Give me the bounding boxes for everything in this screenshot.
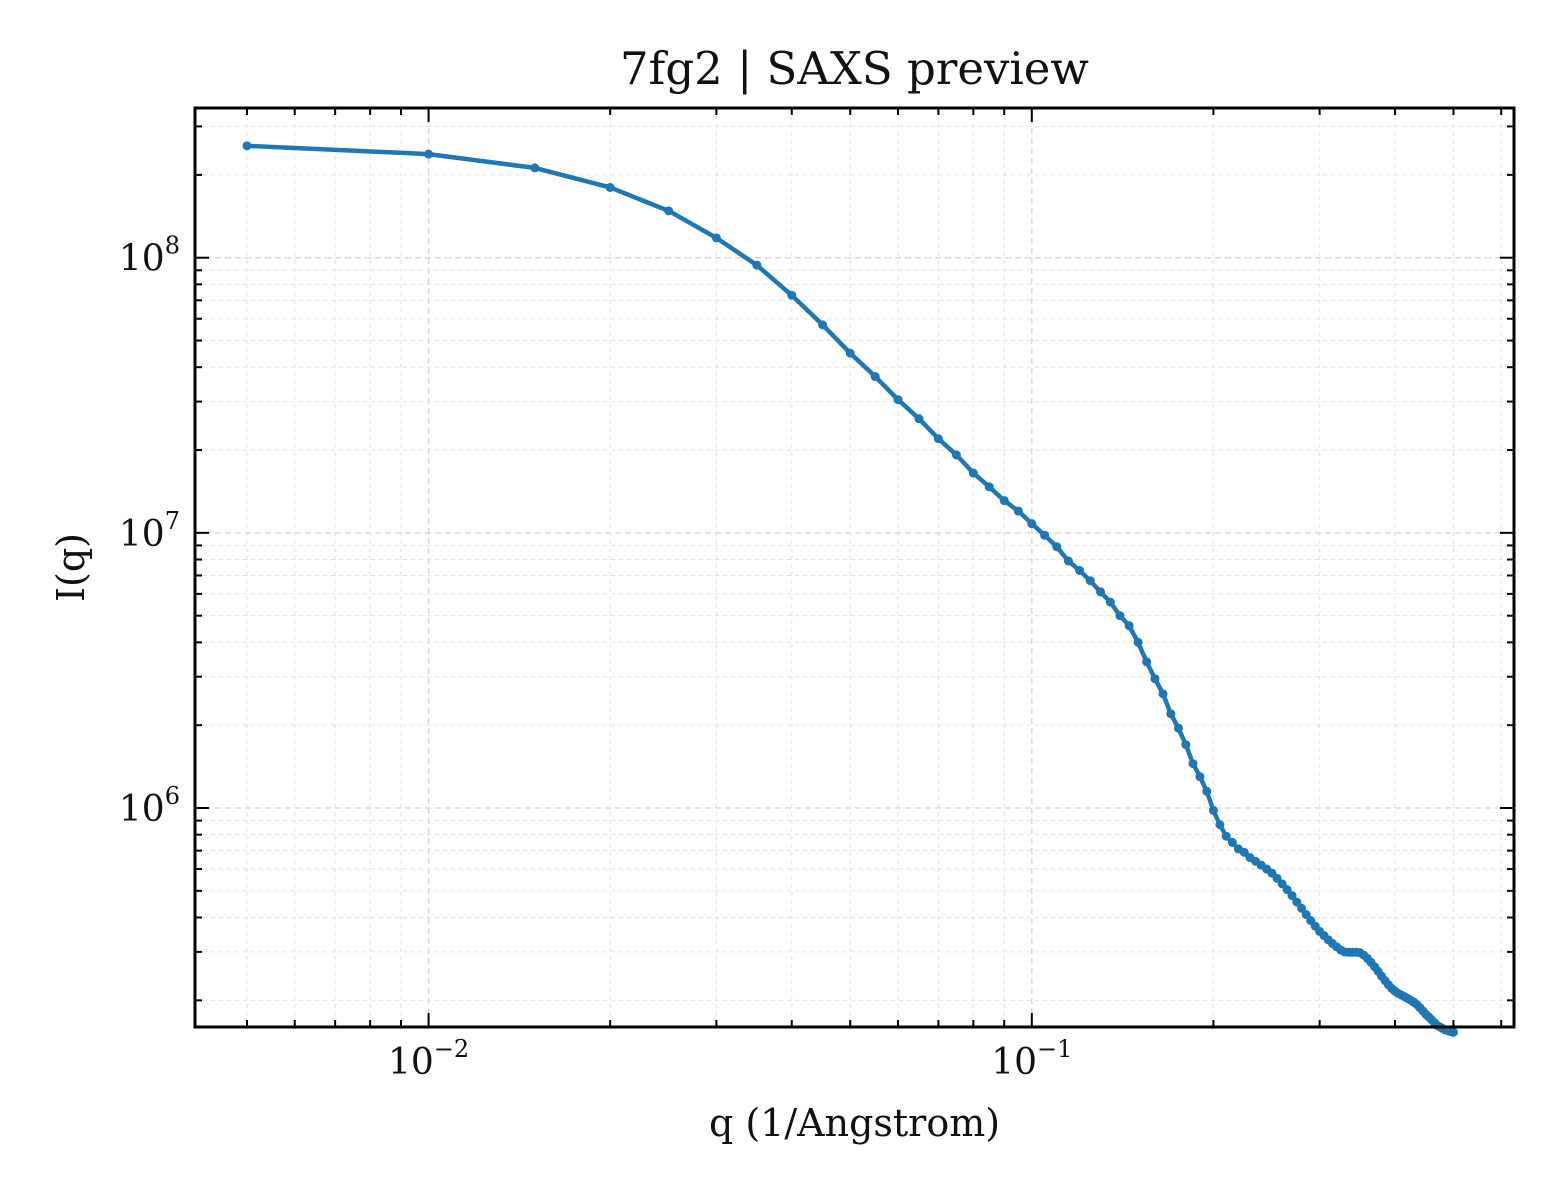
data-point [752, 260, 762, 270]
grid-layer [195, 108, 1514, 1027]
data-point [1105, 597, 1115, 607]
data-point [1075, 565, 1085, 575]
data-point [951, 450, 961, 460]
data-point [530, 163, 540, 173]
data-point [870, 372, 880, 382]
data-point [1173, 723, 1183, 733]
data-point [1085, 576, 1095, 586]
data-point [1052, 542, 1062, 552]
data-point [1448, 1027, 1458, 1037]
data-point [711, 233, 721, 243]
data-point [1115, 611, 1125, 621]
data-point [1158, 689, 1168, 699]
data-point [1202, 786, 1212, 796]
x-tick-label-exponent: −1 [1037, 1035, 1072, 1063]
data-point [1195, 772, 1205, 782]
data-point [1282, 885, 1292, 895]
x-tick-label-base: 10 [388, 1042, 434, 1083]
y-tick-label-exponent: 6 [165, 782, 180, 810]
data-point [1208, 805, 1218, 815]
y-tick-label-base: 10 [119, 239, 165, 280]
y-tick-label: 108 [119, 232, 180, 280]
x-tick-label: 10−1 [991, 1035, 1072, 1083]
data-point [1040, 530, 1050, 540]
data-point [1124, 621, 1134, 631]
x-tick-label: 10−2 [388, 1035, 469, 1083]
data-point [1221, 831, 1231, 841]
data-point [933, 434, 943, 444]
data-point [605, 182, 615, 192]
data-point [1133, 637, 1143, 647]
y-axis-label: I(q) [49, 533, 93, 602]
data-point [1292, 897, 1302, 907]
y-tick-label-exponent: 7 [165, 507, 180, 535]
data-point [1013, 506, 1023, 516]
y-tick-label-exponent: 8 [165, 232, 180, 260]
data-point [984, 482, 994, 492]
data-point [1096, 587, 1106, 597]
data-point [1181, 740, 1191, 750]
series-layer [242, 141, 1458, 1037]
data-point [968, 468, 978, 478]
x-axis-label: q (1/Angstrom) [709, 1101, 1000, 1145]
data-point [1063, 556, 1073, 566]
data-point [787, 290, 797, 300]
data-point [1215, 820, 1225, 830]
y-tick-label-base: 10 [119, 514, 165, 555]
data-point [914, 414, 924, 424]
x-tick-label-base: 10 [991, 1042, 1037, 1083]
data-point [1027, 519, 1037, 529]
data-point [242, 141, 252, 151]
data-point [1287, 891, 1297, 901]
x-tick-label-exponent: −2 [434, 1035, 469, 1063]
data-point [424, 149, 434, 159]
y-tick-label: 106 [119, 782, 180, 830]
data-point [893, 395, 903, 405]
data-point [1297, 903, 1307, 913]
data-point [1166, 709, 1176, 719]
plot-frame [193, 106, 1516, 1029]
data-point [999, 496, 1009, 506]
data-point [845, 348, 855, 358]
y-tick-label-base: 10 [119, 789, 165, 830]
chart-title: 7fg2 | SAXS preview [620, 42, 1089, 95]
data-point [664, 206, 674, 216]
data-point [1150, 674, 1160, 684]
data-point [1188, 759, 1198, 769]
data-point [1227, 837, 1237, 847]
data-point [818, 320, 828, 330]
y-tick-label: 107 [119, 507, 180, 555]
data-point [1239, 847, 1249, 857]
data-point [1142, 657, 1152, 667]
